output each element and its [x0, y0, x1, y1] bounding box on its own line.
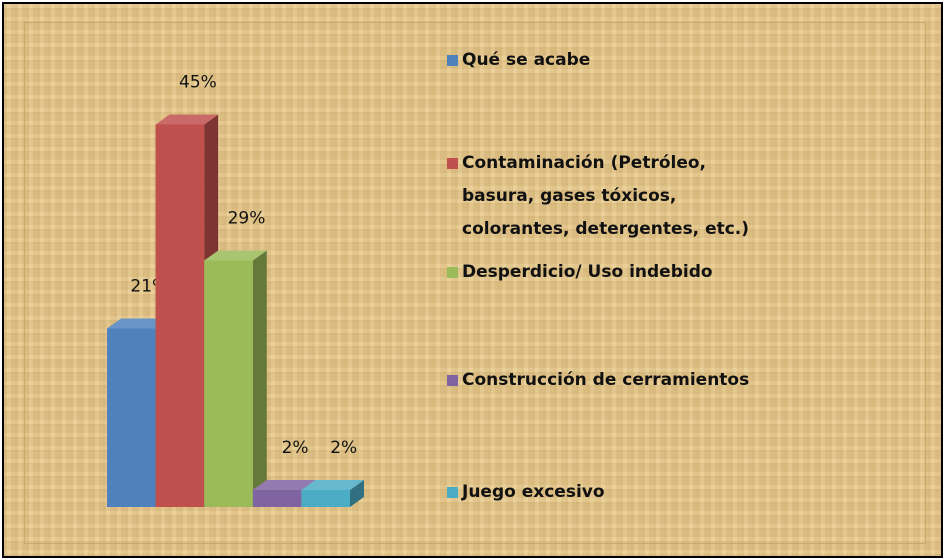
- legend-swatch: [447, 375, 458, 386]
- legend-label: Contaminación (Petróleo, basura, gases t…: [462, 153, 750, 239]
- plot-border: [24, 22, 926, 544]
- bar-side: [350, 480, 364, 507]
- legend-label: Juego excesivo: [462, 482, 605, 502]
- legend-label: Qué se acabe: [462, 50, 591, 70]
- bar: [301, 490, 350, 507]
- legend-label: Desperdicio/ Uso indebido: [462, 262, 713, 282]
- bar-top: [301, 480, 364, 490]
- bar: [204, 260, 253, 507]
- legend-swatch: [447, 55, 458, 66]
- legend-entry: Contaminación (Petróleo, basura, gases t…: [447, 147, 777, 246]
- data-label: 2%: [330, 438, 357, 458]
- bar-top: [204, 250, 267, 261]
- legend-swatch: [447, 487, 458, 498]
- bar: [252, 490, 302, 507]
- bar-side: [252, 250, 267, 507]
- data-label: 29%: [228, 209, 266, 229]
- legend-entry: Construcción de cerramientos: [447, 364, 777, 397]
- legend-entry: Qué se acabe: [447, 44, 777, 77]
- bar-top: [155, 114, 219, 125]
- data-label: 2%: [282, 438, 309, 458]
- bar: [107, 328, 156, 507]
- bar-top: [107, 318, 170, 329]
- legend-swatch: [447, 267, 458, 278]
- legend-label: Construcción de cerramientos: [462, 370, 750, 390]
- legend-swatch: [447, 158, 458, 169]
- bar: [155, 124, 205, 507]
- bar-top: [252, 480, 316, 490]
- legend-entry: Desperdicio/ Uso indebido: [447, 256, 777, 289]
- data-label: 45%: [179, 73, 217, 93]
- legend-entry: Juego excesivo: [447, 476, 777, 509]
